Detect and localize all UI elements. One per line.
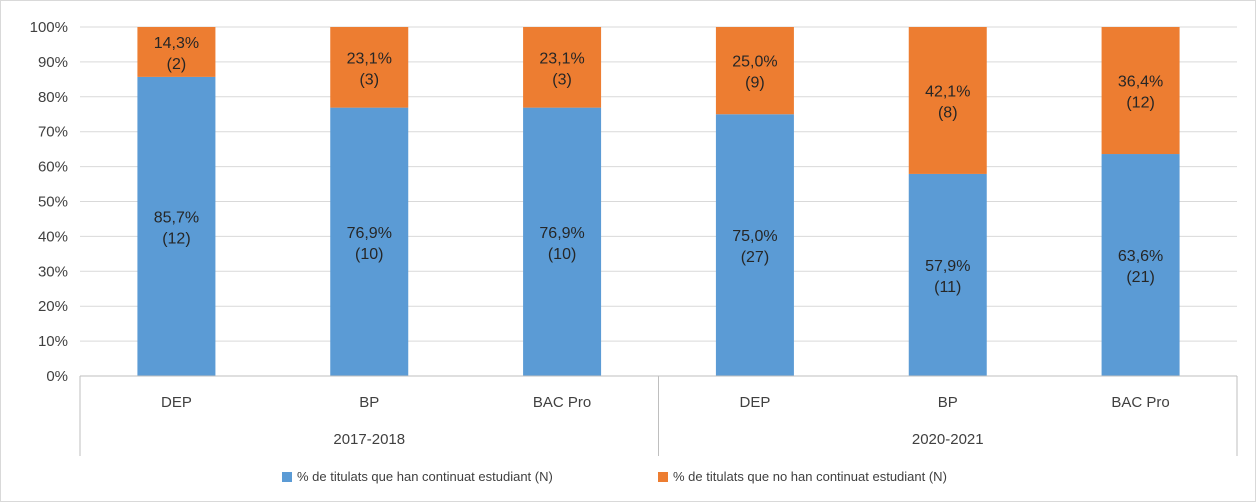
data-label: (12) bbox=[1126, 95, 1154, 112]
data-label: 42,1% bbox=[925, 83, 970, 100]
x-category-label: DEP bbox=[161, 394, 192, 411]
bar-segment bbox=[1101, 27, 1180, 155]
bar-segment bbox=[330, 27, 409, 108]
data-label: 36,4% bbox=[1118, 74, 1163, 91]
data-label: (21) bbox=[1126, 269, 1154, 286]
data-label: 23,1% bbox=[347, 50, 392, 67]
y-tick-label: 50% bbox=[38, 194, 68, 211]
bar-segment bbox=[908, 173, 987, 376]
data-label: (11) bbox=[934, 279, 961, 296]
y-tick-label: 90% bbox=[38, 54, 68, 71]
bar-segment bbox=[1101, 154, 1180, 376]
data-label: (2) bbox=[167, 56, 187, 73]
x-group-label: 2020-2021 bbox=[912, 431, 984, 448]
legend-swatch bbox=[658, 472, 668, 482]
y-tick-label: 60% bbox=[38, 159, 68, 176]
y-tick-label: 0% bbox=[46, 368, 68, 385]
data-label: (12) bbox=[162, 230, 190, 247]
y-tick-label: 30% bbox=[38, 263, 68, 280]
x-category-label: BP bbox=[938, 394, 958, 411]
legend-swatch bbox=[282, 472, 292, 482]
bar-segment bbox=[523, 27, 602, 108]
data-label: (8) bbox=[938, 104, 958, 121]
y-tick-label: 80% bbox=[38, 89, 68, 106]
data-label: 76,9% bbox=[539, 225, 584, 242]
x-category-label: BP bbox=[359, 394, 379, 411]
x-category-label: BAC Pro bbox=[1111, 394, 1169, 411]
y-tick-label: 20% bbox=[38, 298, 68, 315]
x-group-label: 2017-2018 bbox=[333, 431, 405, 448]
data-label: 25,0% bbox=[732, 54, 777, 71]
bar-segment bbox=[523, 107, 602, 376]
data-label: 76,9% bbox=[347, 225, 392, 242]
bar-segment bbox=[715, 27, 794, 115]
data-label: (9) bbox=[745, 75, 765, 92]
bar-segment bbox=[908, 27, 987, 174]
bar-segment bbox=[137, 76, 216, 377]
legend-label: % de titulats que no han continuat estud… bbox=[673, 469, 947, 484]
y-tick-label: 70% bbox=[38, 124, 68, 141]
data-label: 23,1% bbox=[539, 50, 584, 67]
data-label: (3) bbox=[552, 71, 572, 88]
data-label: 57,9% bbox=[925, 258, 970, 275]
data-label: 63,6% bbox=[1118, 248, 1163, 265]
data-label: 14,3% bbox=[154, 35, 199, 52]
x-category-label: BAC Pro bbox=[533, 394, 591, 411]
bar-segment bbox=[330, 107, 409, 376]
y-tick-label: 100% bbox=[30, 19, 68, 36]
legend-label: % de titulats que han continuat estudian… bbox=[297, 469, 553, 484]
bar-segment bbox=[715, 114, 794, 376]
x-category-label: DEP bbox=[739, 394, 770, 411]
data-label: 75,0% bbox=[732, 228, 777, 245]
data-label: 85,7% bbox=[154, 209, 199, 226]
data-label: (27) bbox=[741, 249, 769, 266]
y-tick-label: 40% bbox=[38, 228, 68, 245]
y-tick-label: 10% bbox=[38, 333, 68, 350]
data-label: (10) bbox=[355, 246, 383, 263]
data-label: (3) bbox=[359, 71, 379, 88]
bar-segment bbox=[137, 27, 216, 77]
data-label: (10) bbox=[548, 246, 576, 263]
